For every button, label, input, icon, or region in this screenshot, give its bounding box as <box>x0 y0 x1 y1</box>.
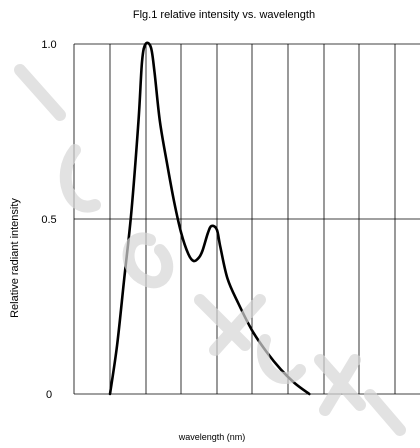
grid-lines <box>73 43 420 395</box>
y-tick-labels: 0 0.5 1.0 <box>41 39 56 401</box>
chart-title: Flg.1 relative intensity vs. wavelength <box>133 9 315 21</box>
y-axis-label: Relative radiant intensity <box>9 198 21 318</box>
series-line <box>108 41 311 396</box>
x-axis-label: wavelength (nm) <box>178 432 246 442</box>
y-tick-label: 1.0 <box>41 39 56 51</box>
y-tick-label: 0 <box>46 389 52 401</box>
y-tick-label: 0.5 <box>41 214 56 226</box>
